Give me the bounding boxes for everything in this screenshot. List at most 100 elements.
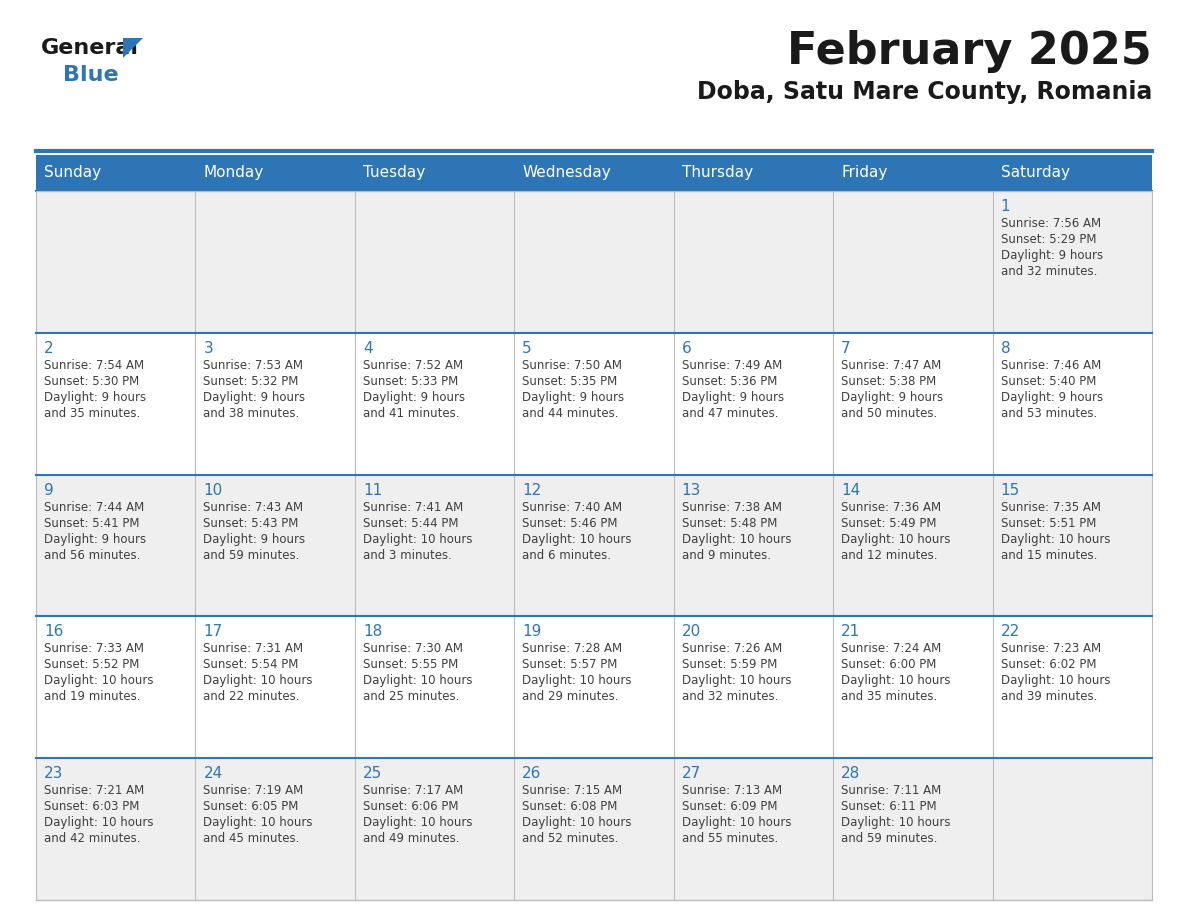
Text: Daylight: 10 hours: Daylight: 10 hours	[523, 532, 632, 545]
Text: 14: 14	[841, 483, 860, 498]
Text: Daylight: 9 hours: Daylight: 9 hours	[1000, 391, 1102, 404]
Text: Sunrise: 7:38 AM: Sunrise: 7:38 AM	[682, 500, 782, 513]
Text: Daylight: 10 hours: Daylight: 10 hours	[841, 675, 950, 688]
Text: 22: 22	[1000, 624, 1019, 640]
Text: and 38 minutes.: and 38 minutes.	[203, 407, 299, 420]
Text: and 45 minutes.: and 45 minutes.	[203, 833, 299, 845]
Text: Saturday: Saturday	[1000, 165, 1069, 181]
Text: and 47 minutes.: and 47 minutes.	[682, 407, 778, 420]
Text: Sunrise: 7:43 AM: Sunrise: 7:43 AM	[203, 500, 304, 513]
Text: Sunset: 5:40 PM: Sunset: 5:40 PM	[1000, 375, 1097, 387]
Text: Sunset: 5:38 PM: Sunset: 5:38 PM	[841, 375, 936, 387]
Text: 19: 19	[523, 624, 542, 640]
Text: Sunset: 5:35 PM: Sunset: 5:35 PM	[523, 375, 618, 387]
Text: Daylight: 10 hours: Daylight: 10 hours	[44, 816, 153, 829]
Text: Sunrise: 7:53 AM: Sunrise: 7:53 AM	[203, 359, 303, 372]
Text: 7: 7	[841, 341, 851, 356]
Text: Sunset: 6:09 PM: Sunset: 6:09 PM	[682, 800, 777, 813]
Text: Daylight: 10 hours: Daylight: 10 hours	[682, 532, 791, 545]
Text: Sunrise: 7:56 AM: Sunrise: 7:56 AM	[1000, 217, 1101, 230]
Text: 6: 6	[682, 341, 691, 356]
Text: Daylight: 10 hours: Daylight: 10 hours	[523, 675, 632, 688]
Text: Sunrise: 7:46 AM: Sunrise: 7:46 AM	[1000, 359, 1101, 372]
Text: and 35 minutes.: and 35 minutes.	[841, 690, 937, 703]
Text: and 25 minutes.: and 25 minutes.	[362, 690, 460, 703]
Text: Sunrise: 7:21 AM: Sunrise: 7:21 AM	[44, 784, 144, 797]
Text: Sunset: 5:29 PM: Sunset: 5:29 PM	[1000, 233, 1097, 246]
Text: Sunrise: 7:24 AM: Sunrise: 7:24 AM	[841, 643, 941, 655]
Bar	[36, 475, 1152, 616]
Text: Sunrise: 7:35 AM: Sunrise: 7:35 AM	[1000, 500, 1100, 513]
Text: Daylight: 10 hours: Daylight: 10 hours	[1000, 675, 1110, 688]
Text: Sunset: 6:00 PM: Sunset: 6:00 PM	[841, 658, 936, 671]
Text: Sunrise: 7:50 AM: Sunrise: 7:50 AM	[523, 359, 623, 372]
Text: Sunset: 5:54 PM: Sunset: 5:54 PM	[203, 658, 299, 671]
Text: 23: 23	[44, 767, 63, 781]
Text: and 29 minutes.: and 29 minutes.	[523, 690, 619, 703]
Text: 8: 8	[1000, 341, 1010, 356]
Text: Sunset: 5:32 PM: Sunset: 5:32 PM	[203, 375, 299, 387]
Text: Sunrise: 7:44 AM: Sunrise: 7:44 AM	[44, 500, 144, 513]
Text: Sunset: 5:44 PM: Sunset: 5:44 PM	[362, 517, 459, 530]
Text: Sunset: 6:02 PM: Sunset: 6:02 PM	[1000, 658, 1097, 671]
Text: 17: 17	[203, 624, 222, 640]
Text: Daylight: 10 hours: Daylight: 10 hours	[203, 675, 312, 688]
Text: Sunrise: 7:52 AM: Sunrise: 7:52 AM	[362, 359, 463, 372]
Text: and 3 minutes.: and 3 minutes.	[362, 549, 451, 562]
Text: Friday: Friday	[841, 165, 887, 181]
Text: 2: 2	[44, 341, 53, 356]
Bar	[36, 191, 1152, 333]
Text: and 9 minutes.: and 9 minutes.	[682, 549, 771, 562]
Text: Sunset: 5:52 PM: Sunset: 5:52 PM	[44, 658, 139, 671]
Text: Daylight: 10 hours: Daylight: 10 hours	[362, 675, 473, 688]
Text: Sunset: 5:51 PM: Sunset: 5:51 PM	[1000, 517, 1097, 530]
Text: Daylight: 9 hours: Daylight: 9 hours	[841, 391, 943, 404]
Text: Sunset: 5:55 PM: Sunset: 5:55 PM	[362, 658, 459, 671]
Text: 18: 18	[362, 624, 383, 640]
Text: Sunrise: 7:15 AM: Sunrise: 7:15 AM	[523, 784, 623, 797]
Text: and 39 minutes.: and 39 minutes.	[1000, 690, 1097, 703]
Text: and 49 minutes.: and 49 minutes.	[362, 833, 460, 845]
Text: Sunset: 6:03 PM: Sunset: 6:03 PM	[44, 800, 139, 813]
Text: Daylight: 10 hours: Daylight: 10 hours	[362, 816, 473, 829]
Text: and 32 minutes.: and 32 minutes.	[682, 690, 778, 703]
Text: 26: 26	[523, 767, 542, 781]
Bar	[36, 616, 1152, 758]
Text: and 19 minutes.: and 19 minutes.	[44, 690, 140, 703]
Text: Daylight: 10 hours: Daylight: 10 hours	[682, 816, 791, 829]
Text: 4: 4	[362, 341, 373, 356]
Text: 24: 24	[203, 767, 222, 781]
Text: Sunset: 6:06 PM: Sunset: 6:06 PM	[362, 800, 459, 813]
Text: and 44 minutes.: and 44 minutes.	[523, 407, 619, 420]
Text: Daylight: 10 hours: Daylight: 10 hours	[841, 532, 950, 545]
Text: and 15 minutes.: and 15 minutes.	[1000, 549, 1097, 562]
Text: Sunday: Sunday	[44, 165, 101, 181]
Text: and 12 minutes.: and 12 minutes.	[841, 549, 937, 562]
Text: Daylight: 9 hours: Daylight: 9 hours	[203, 391, 305, 404]
Text: 25: 25	[362, 767, 383, 781]
Text: Sunrise: 7:30 AM: Sunrise: 7:30 AM	[362, 643, 463, 655]
Text: and 42 minutes.: and 42 minutes.	[44, 833, 140, 845]
Text: Daylight: 9 hours: Daylight: 9 hours	[1000, 249, 1102, 262]
Text: General: General	[42, 38, 139, 58]
Text: 16: 16	[44, 624, 63, 640]
Text: Sunset: 5:48 PM: Sunset: 5:48 PM	[682, 517, 777, 530]
Text: Sunset: 5:49 PM: Sunset: 5:49 PM	[841, 517, 936, 530]
Text: and 55 minutes.: and 55 minutes.	[682, 833, 778, 845]
Text: and 32 minutes.: and 32 minutes.	[1000, 265, 1097, 278]
Text: Daylight: 9 hours: Daylight: 9 hours	[523, 391, 625, 404]
Text: and 35 minutes.: and 35 minutes.	[44, 407, 140, 420]
Text: Sunset: 5:59 PM: Sunset: 5:59 PM	[682, 658, 777, 671]
Text: 9: 9	[44, 483, 53, 498]
Text: Sunset: 6:11 PM: Sunset: 6:11 PM	[841, 800, 937, 813]
Text: and 50 minutes.: and 50 minutes.	[841, 407, 937, 420]
Text: Sunrise: 7:19 AM: Sunrise: 7:19 AM	[203, 784, 304, 797]
Text: Blue: Blue	[63, 65, 119, 85]
Text: 3: 3	[203, 341, 213, 356]
Text: Daylight: 10 hours: Daylight: 10 hours	[523, 816, 632, 829]
Text: Sunrise: 7:47 AM: Sunrise: 7:47 AM	[841, 359, 941, 372]
Text: Wednesday: Wednesday	[523, 165, 611, 181]
Polygon shape	[124, 38, 143, 58]
Text: and 52 minutes.: and 52 minutes.	[523, 833, 619, 845]
Text: 13: 13	[682, 483, 701, 498]
